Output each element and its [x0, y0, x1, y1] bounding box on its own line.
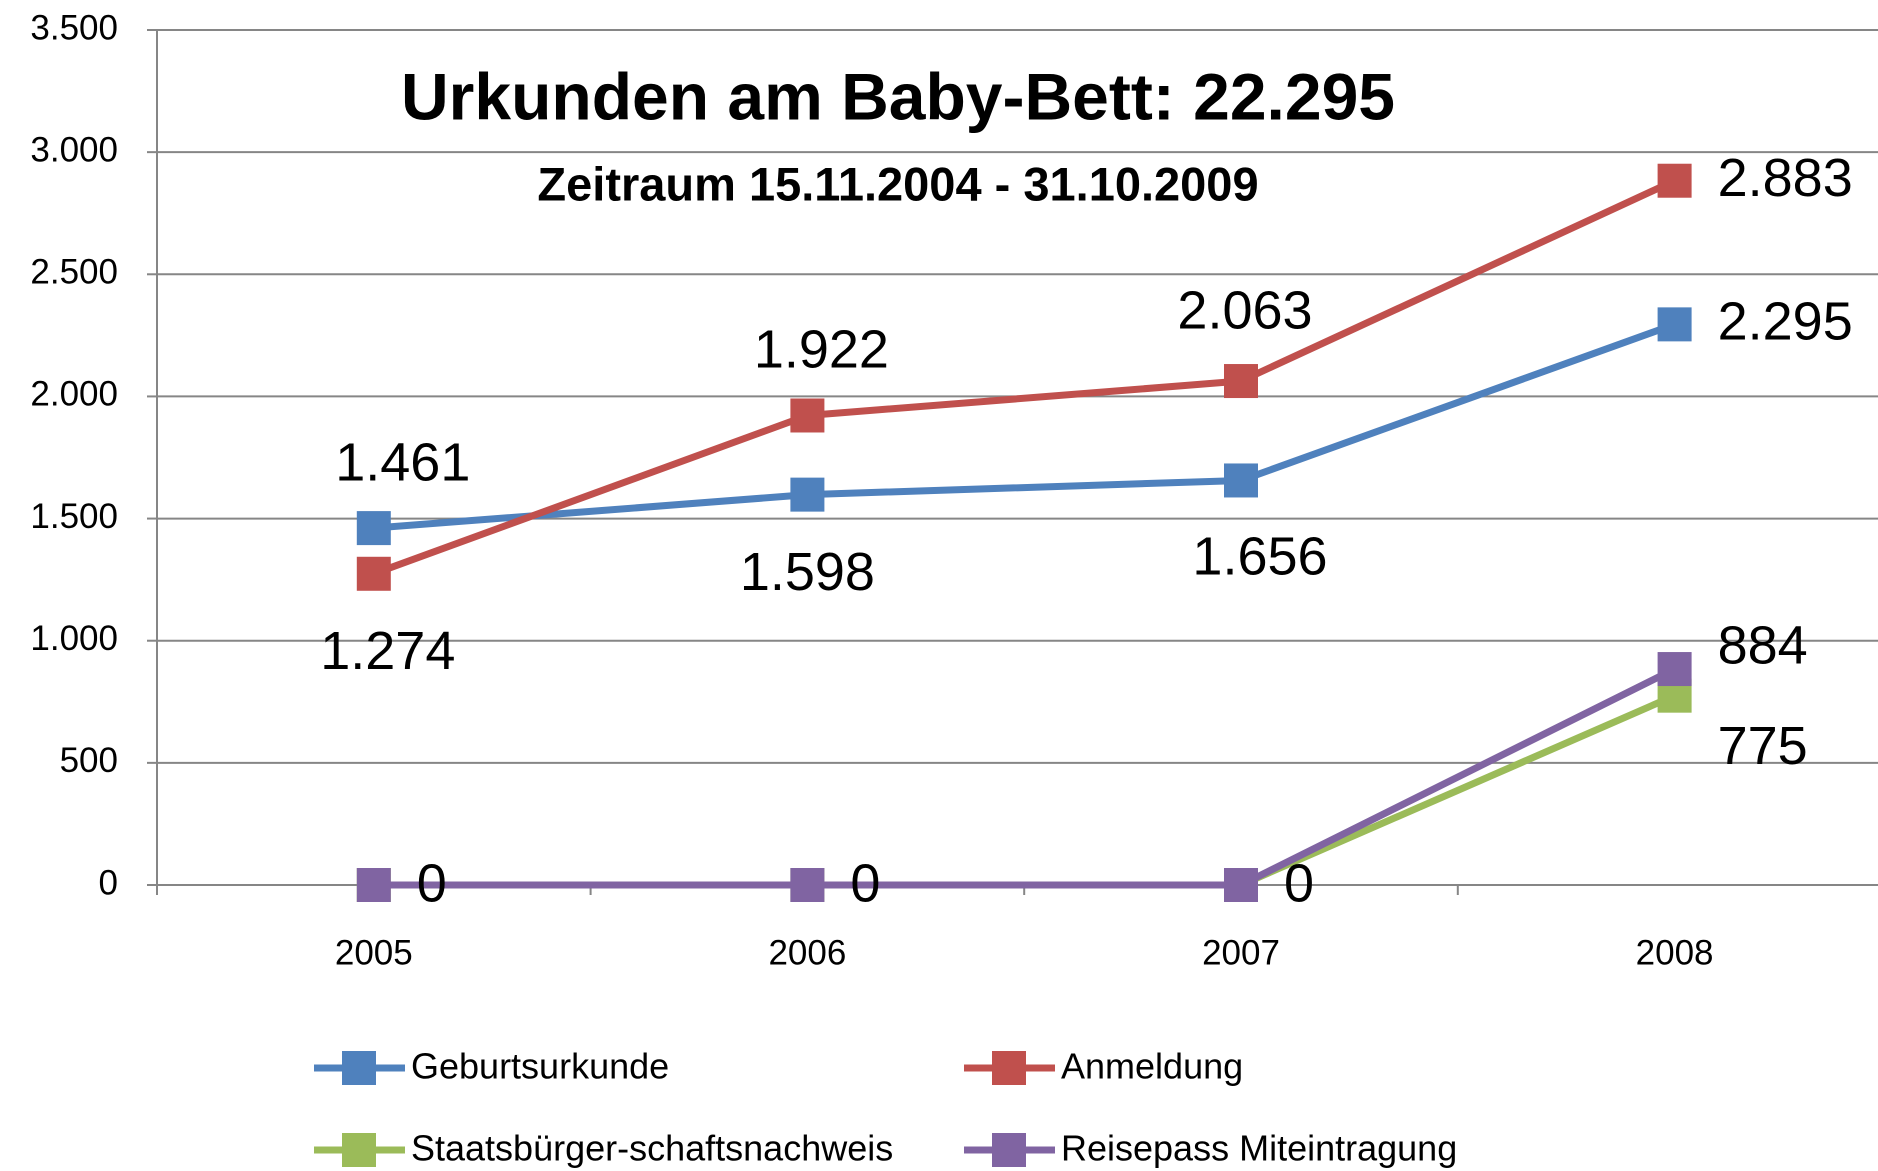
y-tick-label: 0	[99, 863, 118, 902]
legend-label: Anmeldung	[1061, 1046, 1243, 1087]
y-tick-label: 3.500	[30, 8, 118, 47]
data-label: 1.274	[320, 621, 455, 681]
series-marker	[790, 398, 825, 433]
data-label: 775	[1718, 716, 1808, 776]
y-tick-label: 3.000	[30, 130, 118, 169]
data-label: 2.883	[1718, 148, 1853, 208]
data-label: 2.295	[1718, 292, 1853, 352]
x-tick-label: 2005	[335, 933, 413, 972]
legend-marker	[992, 1133, 1026, 1167]
legend-marker	[342, 1051, 376, 1085]
x-tick-label: 2006	[768, 933, 846, 972]
legend-marker	[992, 1051, 1026, 1085]
data-label: 1.656	[1192, 527, 1327, 587]
data-label: 0	[850, 853, 880, 913]
legend-marker	[342, 1133, 376, 1167]
data-label: 1.461	[335, 432, 470, 492]
series-marker	[1657, 163, 1692, 198]
series-line	[373, 692, 1677, 889]
data-label: 1.922	[754, 320, 889, 380]
x-tick-label: 2008	[1636, 933, 1714, 972]
data-label: 0	[417, 853, 447, 913]
series-marker	[790, 868, 825, 902]
series-marker	[790, 477, 825, 512]
series-marker	[1224, 463, 1258, 498]
series-line	[372, 177, 1677, 578]
data-label: 2.063	[1177, 280, 1312, 340]
y-tick-label: 1.500	[30, 497, 118, 536]
series-marker	[1657, 307, 1692, 342]
chart-subtitle: Zeitraum 15.11.2004 - 31.10.2009	[537, 157, 1258, 210]
x-tick-label: 2007	[1202, 933, 1280, 972]
legend-label: Staatsbürger-schaftsnachweis	[411, 1128, 893, 1169]
chart-title: Urkunden am Baby-Bett: 22.295	[401, 59, 1395, 133]
series-line	[373, 665, 1677, 889]
series-marker	[1657, 652, 1692, 687]
legend-label: Geburtsurkunde	[411, 1046, 669, 1087]
data-label: 884	[1718, 615, 1808, 675]
series-marker	[1224, 868, 1258, 902]
data-label: 1.598	[740, 542, 875, 602]
series-line	[373, 321, 1676, 532]
y-tick-label: 2.000	[30, 375, 118, 414]
series-marker	[356, 556, 391, 591]
y-tick-label: 500	[60, 741, 118, 780]
series-marker	[1224, 364, 1258, 399]
y-tick-label: 1.000	[30, 619, 118, 658]
series-marker	[356, 868, 391, 902]
series-marker	[356, 511, 391, 546]
legend-label: Reisepass Miteintragung	[1061, 1128, 1457, 1169]
y-tick-label: 2.500	[30, 253, 118, 292]
data-label: 0	[1284, 853, 1314, 913]
